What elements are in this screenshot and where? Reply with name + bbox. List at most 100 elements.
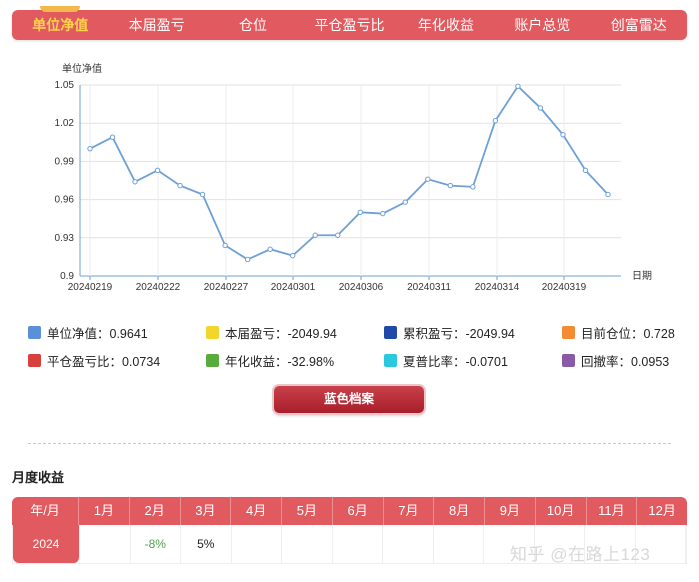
x-tick-label: 20240219	[68, 282, 113, 293]
column-header: 4月	[231, 497, 282, 525]
column-header: 6月	[333, 497, 384, 525]
legend-swatch	[562, 353, 575, 367]
y-tick-label: 0.93	[55, 233, 75, 244]
legend-text: 平仓盈亏比：0.0734	[47, 354, 161, 369]
data-point	[582, 167, 589, 174]
column-header: 2月	[130, 497, 181, 525]
active-tab-indicator	[40, 6, 81, 12]
column-header: 11月	[587, 497, 638, 525]
legend-text: 年化收益：-32.98%	[225, 354, 335, 369]
series-line	[89, 84, 609, 261]
month-cell: 5%	[181, 525, 232, 563]
month-cell	[535, 525, 585, 563]
legend-swatch	[562, 325, 575, 339]
table-row: 2024 -8% 5%	[12, 525, 687, 564]
tab-0[interactable]: 单位净值	[12, 6, 108, 40]
tab-6[interactable]: 创富雷达	[591, 10, 687, 40]
legend-item: 平仓盈亏比：0.0734	[28, 351, 206, 370]
column-header: 5月	[282, 497, 333, 525]
tab-label: 创富雷达	[610, 17, 667, 33]
column-header: 8月	[434, 497, 485, 525]
y-tick-label: 0.99	[55, 156, 75, 167]
column-header: 3月	[181, 497, 232, 525]
legend-text: 目前仓位：0.728	[581, 326, 675, 341]
month-cell	[333, 525, 383, 563]
data-point	[470, 184, 476, 190]
legend-swatch	[28, 325, 41, 339]
legend-text: 单位净值：0.9641	[47, 326, 148, 341]
legend-text: 累积盈亏：-2049.94	[403, 326, 515, 341]
x-tick-label: 20240306	[339, 282, 384, 293]
divider	[28, 443, 671, 444]
column-header: 10月	[536, 497, 587, 525]
data-point	[402, 199, 409, 205]
blue-archive-button[interactable]: 蓝色档案	[274, 386, 424, 413]
x-tick-label: 20240311	[407, 282, 451, 293]
data-point	[154, 167, 161, 174]
y-tick-label: 1.02	[55, 118, 75, 129]
tab-3[interactable]: 平仓盈亏比	[301, 10, 397, 40]
data-point	[425, 176, 431, 182]
data-point	[447, 182, 454, 189]
column-header: 1月	[79, 497, 130, 525]
monthly-return-table: 年/月 1月 2月 3月 4月 5月 6月 7月 8月 9月 10月 11月 12月 2024 -8% 5%	[12, 497, 687, 564]
legend-item: 回撤率：0.0953	[562, 351, 682, 370]
data-point	[312, 232, 318, 238]
tab-label: 年化收益	[417, 17, 474, 33]
tab-bar: 单位净值 本届盈亏 仓位 平仓盈亏比 年化收益 账户总览 创富雷达	[12, 6, 687, 40]
data-point	[335, 232, 341, 238]
legend-item: 单位净值：0.9641	[28, 323, 206, 342]
data-point	[177, 182, 183, 189]
y-axis-label: 单位净值	[62, 62, 102, 75]
tab-2[interactable]: 仓位	[205, 10, 301, 40]
legend-swatch	[384, 325, 397, 339]
tab-label: 平仓盈亏比	[314, 17, 385, 33]
x-tick-label: 20240301	[271, 282, 316, 293]
x-tick-label: 20240227	[204, 282, 249, 293]
data-point	[537, 105, 544, 111]
data-point	[87, 145, 93, 152]
tab-4[interactable]: 年化收益	[398, 10, 494, 40]
legend-text: 回撤率：0.0953	[581, 354, 670, 369]
legend: 单位净值：0.9641 本届盈亏：-2049.94 累积盈亏：-2049.94 目前仓…	[28, 318, 688, 374]
legend-swatch	[206, 325, 219, 339]
month-cell	[383, 525, 434, 563]
tab-label: 本届盈亏	[128, 17, 185, 33]
tab-1[interactable]: 本届盈亏	[108, 10, 204, 40]
year-cell: 2024	[13, 525, 80, 563]
y-tick-label: 1.05	[55, 80, 75, 91]
watermark: 知乎 @在路上123	[510, 545, 651, 564]
data-point	[267, 246, 273, 252]
legend-swatch	[384, 353, 397, 367]
x-tick-label: 20240222	[136, 282, 181, 293]
data-point	[199, 191, 206, 198]
x-tick-label: 20240314	[475, 282, 520, 293]
y-tick-label: 0.96	[55, 195, 75, 206]
data-point	[222, 242, 228, 249]
data-point	[605, 191, 611, 198]
data-point	[289, 252, 296, 259]
column-header: 年/月	[12, 497, 79, 525]
legend-text: 夏普比率：-0.0701	[403, 354, 508, 369]
month-cell	[434, 525, 484, 563]
month-cell	[80, 525, 131, 563]
legend-item: 目前仓位：0.728	[562, 323, 682, 342]
section-title: 月度收益	[12, 470, 65, 485]
tab-5[interactable]: 账户总览	[494, 10, 590, 40]
y-tick-label: 0.9	[60, 271, 74, 282]
data-point	[109, 134, 116, 140]
column-header: 12月	[648, 503, 676, 518]
x-tick-label: 20240319	[542, 282, 587, 293]
month-cell	[636, 525, 686, 563]
month-cell: -8%	[131, 525, 181, 563]
legend-text: 本届盈亏：-2049.94	[225, 326, 337, 341]
legend-item: 夏普比率：-0.0701	[384, 351, 562, 370]
data-point	[132, 179, 138, 185]
month-cell	[585, 525, 636, 563]
data-point	[492, 117, 499, 124]
month-cell	[484, 525, 535, 563]
data-point	[357, 209, 363, 216]
tab-label: 账户总览	[514, 17, 571, 33]
table-header: 年/月 1月 2月 3月 4月 5月 6月 7月 8月 9月 10月 11月 12月	[12, 497, 687, 525]
